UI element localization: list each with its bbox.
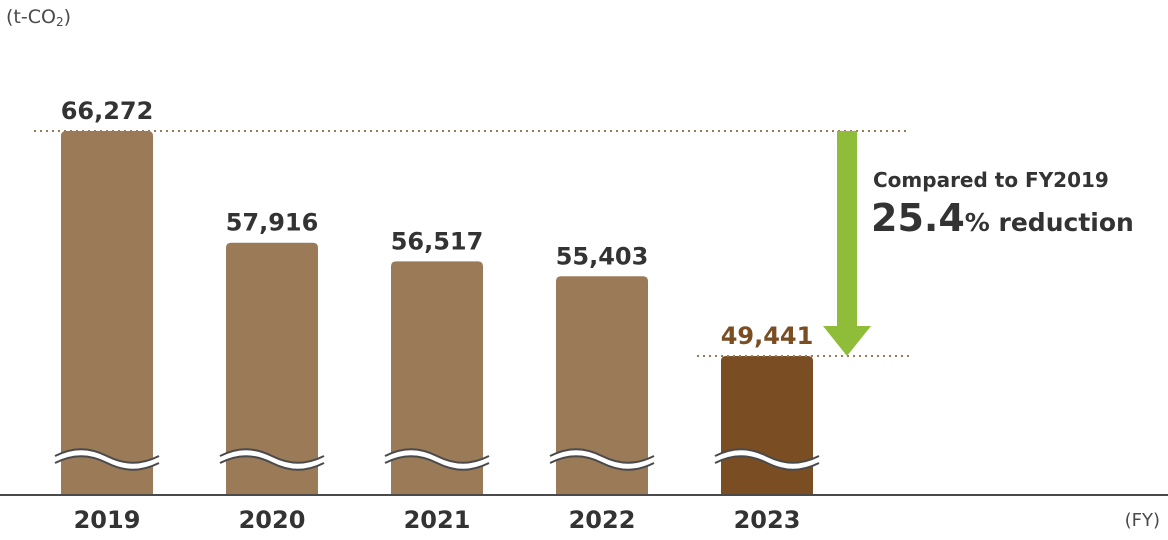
reduction-text: % reduction: [964, 208, 1134, 237]
bar-2023: [721, 356, 813, 495]
axis-break-gap-2019: [55, 449, 159, 470]
axis-break-gap-2020: [220, 449, 324, 470]
axis-break-line-bottom-2020: [219, 455, 325, 471]
axis-break-gap-2023: [715, 449, 819, 470]
axis-break-line-top-2023: [714, 448, 820, 464]
unit-prefix: (t-CO: [6, 6, 56, 28]
bar-2019: [61, 131, 153, 495]
axis-break-line-top-2019: [54, 448, 160, 464]
axis-break-line-top-2020: [219, 448, 325, 464]
x-axis-label: (FY): [1124, 510, 1160, 531]
axis-break-line-bottom-2021: [384, 455, 490, 471]
axis-break-line-bottom-2022: [549, 455, 655, 471]
axis-break-gap-2022: [550, 449, 654, 470]
reduction-caption: Compared to FY2019: [873, 168, 1109, 192]
reduction-arrow: [823, 131, 871, 356]
unit-subscript: 2: [55, 15, 64, 29]
reduction-value: 25.4% reduction: [871, 196, 1134, 240]
value-label-2023: 49,441: [721, 322, 814, 350]
value-label-2022: 55,403: [556, 242, 649, 270]
axis-break-line-top-2021: [384, 448, 490, 464]
tick-label-2020: 2020: [239, 506, 306, 534]
value-label-2019: 66,272: [61, 97, 154, 125]
axis-break-line-bottom-2019: [54, 455, 160, 471]
tick-label-2021: 2021: [404, 506, 471, 534]
tick-label-2019: 2019: [74, 506, 141, 534]
value-label-2020: 57,916: [226, 209, 319, 237]
bar-2022: [556, 276, 648, 495]
axis-break-gap-2021: [385, 449, 489, 470]
bar-2021: [391, 261, 483, 495]
axis-break-line-top-2022: [549, 448, 655, 464]
tick-label-2022: 2022: [569, 506, 636, 534]
y-axis-unit: (t-CO2): [6, 6, 72, 29]
axis-break-line-bottom-2023: [714, 455, 820, 471]
bar-2020: [226, 242, 318, 495]
tick-label-2023: 2023: [734, 506, 801, 534]
unit-suffix: ): [63, 6, 72, 28]
reduction-percent: 25.4: [871, 196, 965, 240]
value-label-2021: 56,517: [391, 227, 484, 255]
